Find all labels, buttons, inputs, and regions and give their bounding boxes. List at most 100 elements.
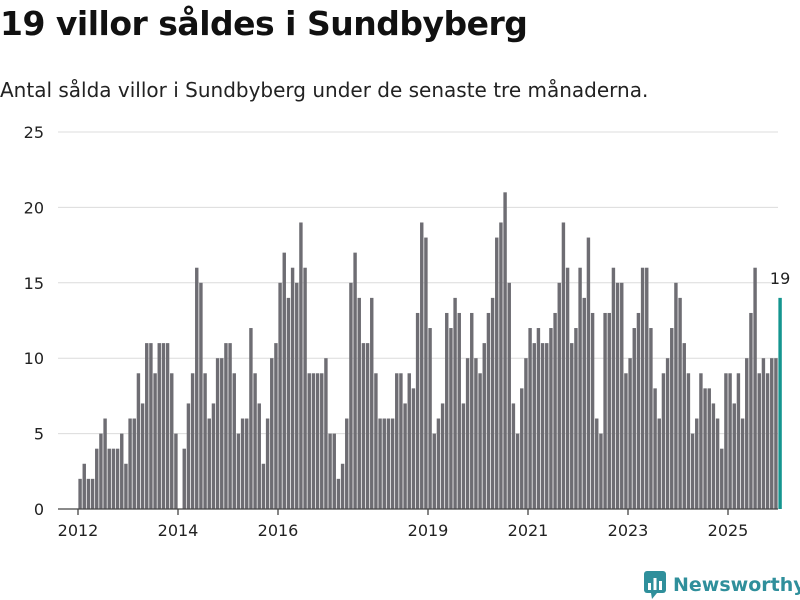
bar (82, 463, 86, 509)
bar (607, 312, 611, 509)
bar (557, 282, 561, 509)
bar (661, 373, 666, 509)
bar (761, 358, 766, 509)
bar (107, 448, 111, 509)
bar (695, 418, 699, 509)
bar (457, 312, 461, 509)
bar (665, 358, 670, 509)
bar (670, 328, 674, 509)
bar (678, 297, 682, 509)
bar (324, 358, 328, 509)
newsworthy-logo[interactable]: Newsworthy (643, 570, 800, 600)
bar (586, 237, 591, 509)
x-tick-label: 2023 (608, 521, 649, 540)
bar (357, 297, 361, 509)
bar (411, 388, 416, 509)
bar (553, 312, 557, 509)
bar (295, 282, 299, 509)
bar (470, 312, 474, 509)
bar (286, 297, 291, 509)
bar (215, 358, 220, 509)
x-tick-label: 2019 (408, 521, 449, 540)
bar (732, 403, 736, 509)
bar (307, 373, 311, 509)
y-tick-label: 15 (24, 274, 44, 293)
bar (153, 373, 157, 509)
bar (461, 403, 466, 509)
bar (736, 373, 741, 509)
bar (257, 403, 261, 509)
bar (311, 373, 316, 509)
bar (186, 403, 191, 509)
bar (711, 403, 716, 509)
bar (432, 433, 436, 509)
bar (728, 373, 732, 509)
bar (528, 328, 532, 509)
bar (424, 237, 428, 509)
highlight-bar (778, 297, 782, 509)
bar (157, 343, 161, 509)
bar (240, 418, 245, 509)
bar (128, 418, 132, 509)
bar (511, 403, 516, 509)
bar (495, 237, 499, 509)
bar (565, 267, 570, 509)
newsworthy-chart-icon (644, 571, 666, 599)
bar (320, 373, 324, 509)
chart-title: 19 villor såldes i Sundbyberg (0, 4, 528, 43)
bar (707, 388, 711, 509)
bar (536, 328, 541, 509)
bar (170, 373, 174, 509)
bar (145, 343, 149, 509)
bar (749, 312, 753, 509)
highlight-value-label: 19 (770, 269, 790, 288)
bar (328, 433, 332, 509)
bar (220, 358, 224, 509)
bar (474, 358, 478, 509)
bar (757, 373, 761, 509)
bar (524, 358, 528, 509)
bar (645, 267, 649, 509)
bar (449, 328, 453, 509)
bar (740, 418, 745, 509)
bar (336, 478, 341, 509)
bar (236, 433, 241, 509)
bar (136, 373, 141, 509)
bar (420, 222, 424, 510)
bar (624, 373, 628, 509)
bar (774, 358, 778, 509)
bar (86, 478, 91, 509)
bar (140, 403, 145, 509)
bar (390, 418, 395, 509)
bar (545, 343, 549, 509)
bar (445, 312, 449, 509)
bar (78, 478, 82, 509)
bar (590, 312, 595, 509)
bar (370, 297, 374, 509)
bar (595, 418, 599, 509)
bar (715, 418, 720, 509)
bar (261, 463, 266, 509)
bar (657, 418, 661, 509)
bar (270, 358, 274, 509)
bar (165, 343, 170, 509)
bar (520, 388, 524, 509)
chart-subtitle: Antal sålda villor i Sundbyberg under de… (0, 78, 649, 102)
bar (278, 282, 282, 509)
bar (378, 418, 382, 509)
bar (365, 343, 370, 509)
bar (415, 312, 420, 509)
bar (207, 418, 211, 509)
bar (90, 478, 95, 509)
bar (561, 222, 566, 510)
bar (124, 463, 128, 509)
bar (570, 343, 574, 509)
bar (724, 373, 728, 509)
bar (611, 267, 616, 509)
bar (265, 418, 270, 509)
y-tick-label: 20 (24, 198, 44, 217)
bar (499, 222, 503, 510)
bar (615, 282, 620, 509)
bar (340, 463, 345, 509)
